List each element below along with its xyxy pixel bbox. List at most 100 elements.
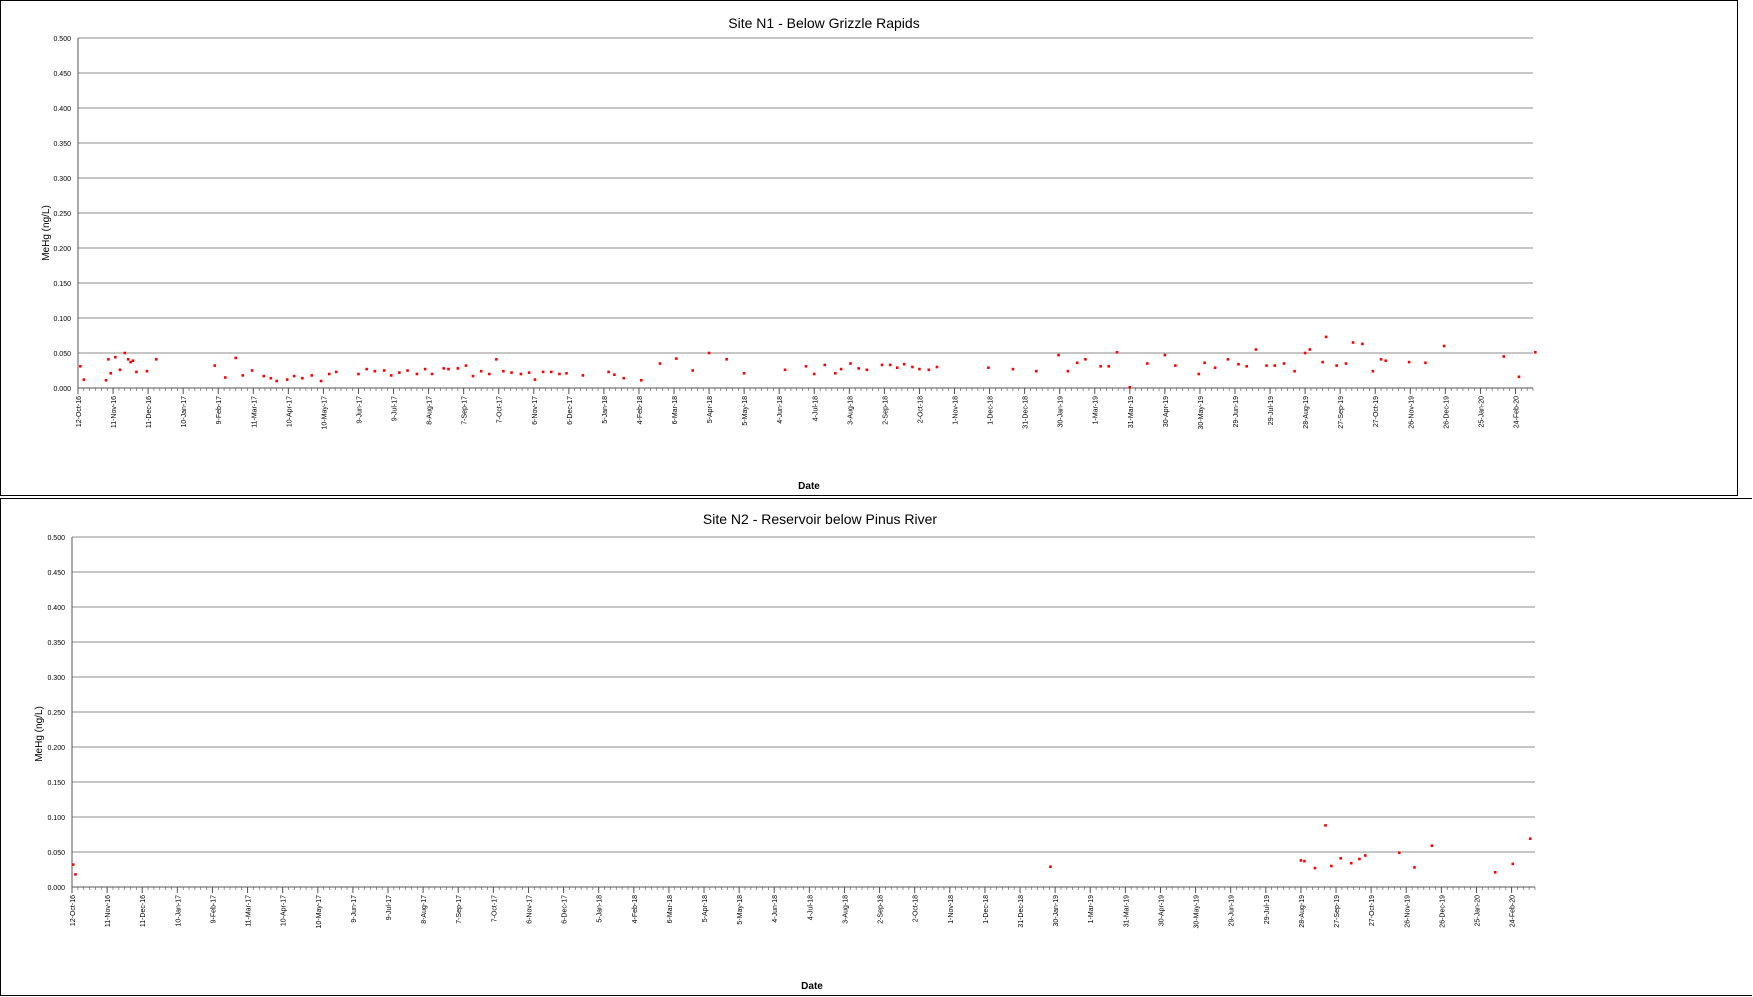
x-tick-label: 6-Dec-17: [567, 396, 574, 425]
x-tick-label: 4-Feb-18: [637, 396, 644, 425]
data-point: [935, 365, 939, 369]
data-point: [495, 358, 498, 361]
x-axis-label: Date: [798, 481, 820, 492]
data-point: [519, 372, 523, 376]
x-tick-label: 1-Mar-19: [1088, 895, 1095, 924]
data-point: [1299, 859, 1303, 862]
data-point: [502, 369, 505, 373]
data-point: [857, 367, 860, 370]
data-point: [839, 367, 843, 371]
data-point: [262, 374, 266, 378]
data-point: [406, 369, 409, 372]
x-tick-label: 7-Sep-17: [456, 895, 463, 924]
data-point: [275, 379, 278, 383]
x-tick-label: 9-Jul-17: [392, 396, 399, 421]
data-point: [533, 378, 537, 381]
chart-panel-n1: Site N1 - Below Grizzle Rapids 0.000 0.05…: [0, 0, 1738, 496]
x-tick-label: 2-Oct-18: [917, 396, 924, 423]
chart-n2: Site N2 - Reservoir below Pinus River 0.…: [34, 511, 1536, 992]
x-tick-label: 30-May-19: [1194, 895, 1201, 929]
data-point: [622, 376, 626, 380]
plot-area: 0.000 0.050 0.100 0.150 0.200 0.250 0.300 0.350…: [53, 36, 1537, 430]
x-tick-label: 28-Aug-19: [1303, 396, 1310, 429]
x-tick-label: 9-Jun-17: [351, 895, 358, 923]
x-tick-label: 12-Oct-16: [70, 895, 77, 926]
x-tick-label: 26-Nov-19: [1408, 396, 1415, 429]
x-tick-label: 1-Nov-18: [948, 895, 955, 924]
y-tick-label: 0.300: [53, 176, 71, 183]
data-point: [1128, 386, 1132, 389]
x-tick-label: 31-Dec-18: [1018, 895, 1025, 928]
data-point: [285, 378, 289, 381]
data-point: [865, 368, 869, 372]
data-point: [1146, 362, 1149, 365]
x-tick-label: 30-Jan-19: [1058, 396, 1065, 428]
x-tick-label: 5-Jan-18: [597, 895, 604, 923]
data-point: [1265, 364, 1268, 367]
data-point: [1517, 375, 1521, 379]
data-point: [1075, 361, 1079, 365]
data-point: [126, 358, 130, 361]
data-point: [1057, 353, 1060, 357]
x-tick-label: 31-Mar-19: [1123, 895, 1130, 927]
x-tick-label: 29-Jul-19: [1268, 396, 1275, 425]
data-point: [1197, 372, 1201, 376]
data-point: [550, 370, 553, 374]
data-point: [373, 369, 377, 373]
data-point: [1529, 837, 1532, 840]
data-point: [607, 370, 610, 374]
x-tick-label: 5-May-18: [737, 895, 744, 925]
x-tick-label: 1-Nov-18: [953, 396, 960, 425]
x-tick-label: 6-Nov-17: [532, 396, 539, 425]
data-point: [581, 374, 585, 377]
data-point: [510, 371, 513, 374]
x-tick-label: 7-Oct-17: [491, 895, 498, 922]
y-tick-label: 0.150: [53, 281, 71, 288]
x-tick-label: 4-Jun-18: [777, 396, 784, 424]
data-point: [1303, 859, 1306, 863]
y-tick-label: 0.050: [53, 351, 71, 358]
data-point: [250, 369, 254, 372]
data-point: [902, 362, 906, 366]
data-point: [382, 369, 386, 372]
data-point: [447, 367, 450, 371]
data-point: [1282, 362, 1286, 365]
data-point: [1163, 353, 1167, 357]
data-point: [269, 376, 273, 380]
data-point: [398, 371, 401, 374]
data-point: [129, 360, 132, 364]
data-point: [707, 351, 711, 355]
x-tick-label: 30-Apr-19: [1163, 396, 1170, 427]
data-point: [423, 367, 427, 371]
data-point: [1363, 854, 1367, 857]
chart-n1: Site N1 - Below Grizzle Rapids 0.000 0.05…: [41, 15, 1537, 492]
x-tick-label: 29-Jun-19: [1233, 396, 1240, 428]
data-point: [82, 378, 86, 381]
data-point: [812, 372, 816, 376]
data-point: [456, 367, 460, 370]
data-point: [430, 372, 434, 376]
data-point: [1035, 369, 1038, 373]
data-point: [1099, 365, 1102, 368]
x-tick-label: 31-Mar-19: [1128, 396, 1135, 428]
data-point: [334, 370, 338, 374]
data-point: [895, 366, 899, 369]
x-tick-label: 3-Aug-18: [847, 396, 854, 425]
x-tick-label: 8-Aug-17: [427, 396, 434, 425]
x-tick-label: 30-Apr-19: [1158, 895, 1165, 926]
y-tick-label: 0.350: [53, 141, 71, 148]
data-point: [1502, 355, 1506, 358]
data-point: [213, 364, 217, 367]
x-tick-label: 3-Aug-18: [842, 895, 849, 924]
x-tick-label: 11-Nov-16: [111, 396, 118, 428]
x-tick-label: 27-Sep-19: [1334, 895, 1341, 928]
data-point: [1430, 844, 1434, 847]
data-point: [1324, 335, 1328, 339]
x-tick-label: 30-May-19: [1198, 396, 1205, 430]
x-tick-label: 1-Mar-19: [1093, 396, 1100, 425]
data-point: [107, 358, 110, 361]
y-tick-label: 0.400: [47, 605, 65, 612]
data-point: [301, 376, 304, 380]
x-tick-label: 30-Jan-19: [1053, 895, 1060, 927]
x-tick-label: 4-Feb-18: [632, 895, 639, 924]
